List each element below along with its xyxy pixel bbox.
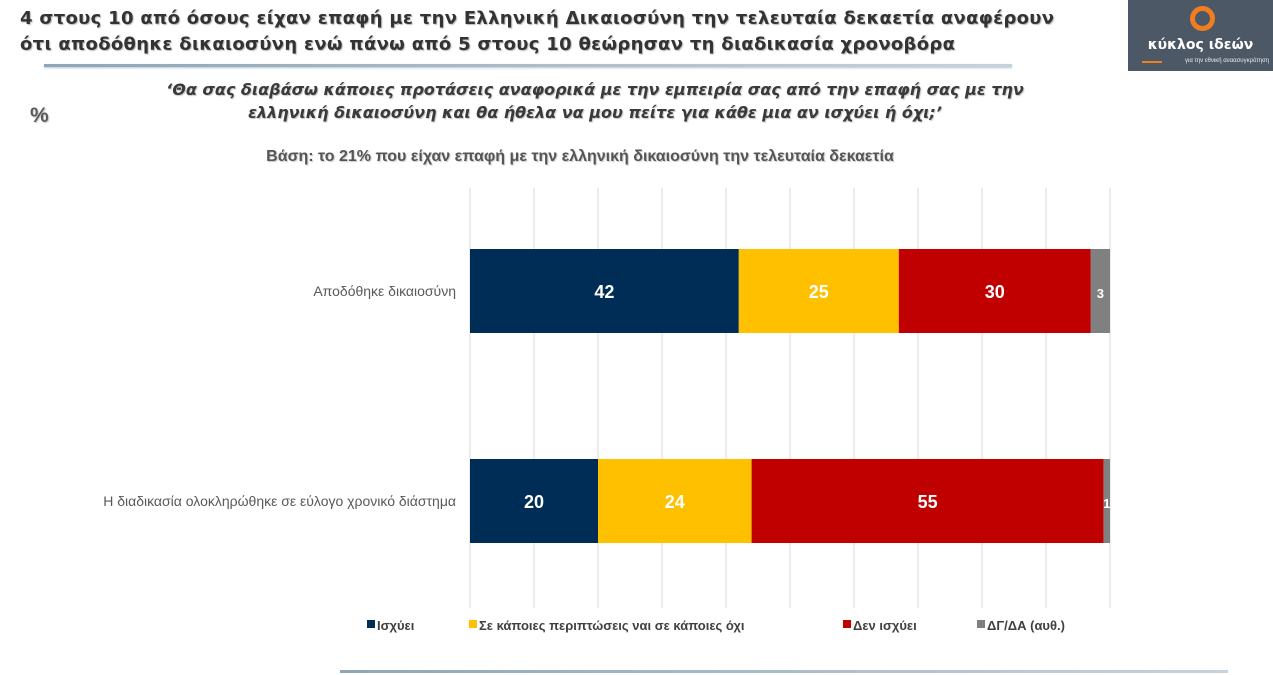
data-label: 1 — [1103, 496, 1110, 511]
data-label: 55 — [918, 492, 938, 512]
bar-segment — [470, 459, 598, 543]
legend-label: Σε κάποιες περιπτώσεις ναι σε κάποιες όχ… — [479, 618, 745, 633]
bar-segment — [738, 249, 899, 333]
legend-swatch — [843, 620, 851, 628]
legend-label: Δεν ισχύει — [853, 618, 917, 633]
bar-segment — [1103, 459, 1110, 543]
survey-question-line-2: ελληνική δικαιοσύνη και θα ήθελα να μου … — [248, 103, 942, 122]
brand-logo: κύκλος ιδεών για την εθνική αναασυγκρότη… — [1128, 0, 1273, 71]
legend-swatch — [367, 620, 375, 628]
tagline-accent — [1142, 61, 1162, 63]
bar-segment — [470, 249, 739, 333]
page-title-line-1: 4 στους 10 από όσους είχαν επαφή με την … — [20, 8, 1055, 29]
title-underline — [44, 64, 1012, 67]
bar-segment — [1090, 249, 1110, 333]
bar-segment — [898, 249, 1091, 333]
bar-segment — [751, 459, 1104, 543]
survey-question: ‘Θα σας διαβάσω κάποιες προτάσεις αναφορ… — [90, 78, 1100, 124]
data-label: 25 — [809, 282, 829, 302]
legend-swatch — [977, 620, 985, 628]
data-label: 42 — [594, 282, 614, 302]
data-label: 3 — [1097, 286, 1104, 301]
legend-label: Ισχύει — [377, 618, 415, 633]
page-title-line-2: ότι αποδόθηκε δικαιοσύνη ενώ πάνω από 5 … — [20, 34, 956, 55]
legend-swatch — [469, 620, 477, 628]
ring-logo-icon — [1190, 6, 1215, 31]
data-label: 30 — [985, 282, 1005, 302]
percent-unit-label: % — [30, 104, 49, 127]
legend-label: ΔΓ/ΔΑ (αυθ.) — [987, 618, 1065, 633]
category-label: Αποδόθηκε δικαιοσύνη — [313, 283, 456, 299]
base-note: Βάση: το 21% που είχαν επαφή με την ελλη… — [266, 148, 894, 165]
category-label: Η διαδικασία ολοκληρώθηκε σε εύλογο χρον… — [103, 493, 456, 509]
survey-question-line-1: ‘Θα σας διαβάσω κάποιες προτάσεις αναφορ… — [166, 80, 1024, 99]
page-title: 4 στους 10 από όσους είχαν επαφή με την … — [20, 6, 1110, 58]
brand-name: κύκλος ιδεών — [1147, 37, 1254, 53]
bar-segment — [598, 459, 752, 543]
brand-tagline: για την εθνική αναασυγκρότηση — [1185, 58, 1269, 64]
data-label: 20 — [524, 492, 544, 512]
footer-rule — [340, 670, 1228, 673]
data-label: 24 — [665, 492, 685, 512]
